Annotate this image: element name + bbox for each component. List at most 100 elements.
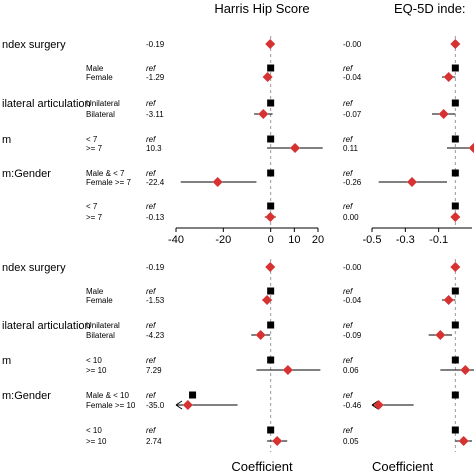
point-diamond-hhs	[272, 436, 283, 446]
x-axis-title-eq5d: Coefficient	[372, 459, 434, 474]
row-value-eq5d: 0.05	[343, 437, 359, 446]
point-square-hhs	[267, 321, 275, 329]
group-label: ilateral articulation	[2, 98, 91, 110]
row-value-eq5d: ref	[343, 99, 353, 108]
x-axis-title-hhs: Coefficient	[231, 459, 293, 474]
row-value-eq5d: -0.00	[343, 263, 362, 272]
row-level-label: Bilateral	[86, 331, 115, 340]
point-square-eq5d	[451, 64, 459, 72]
point-diamond-eq5d	[468, 143, 474, 153]
point-square-eq5d	[451, 99, 459, 107]
point-diamond-eq5d	[458, 436, 469, 446]
row-value-hhs: ref	[146, 391, 156, 400]
row-value-eq5d: -0.46	[343, 401, 362, 410]
row-value-eq5d: -0.07	[343, 110, 362, 119]
row-level-label: < 7	[86, 202, 98, 211]
point-diamond-eq5d	[438, 109, 449, 119]
point-square-eq5d	[451, 321, 459, 329]
point-diamond-eq5d	[373, 400, 384, 410]
point-square-hhs	[267, 169, 275, 177]
row-value-hhs: -0.19	[146, 40, 165, 49]
row-value-eq5d: 0.11	[343, 144, 359, 153]
x-tick-label-hhs: -40	[168, 234, 184, 246]
point-square-hhs	[267, 356, 275, 364]
point-diamond-eq5d	[443, 72, 454, 82]
x-tick-label-hhs: -20	[215, 234, 231, 246]
row-value-eq5d: -0.00	[343, 40, 362, 49]
row-level-label: < 10	[86, 426, 102, 435]
row-value-eq5d: -0.09	[343, 331, 362, 340]
point-square-eq5d	[451, 287, 459, 295]
row-value-eq5d: 0.06	[343, 366, 359, 375]
row-value-hhs: ref	[146, 64, 156, 73]
row-value-hhs: ref	[146, 99, 156, 108]
x-tick-label-hhs: 20	[312, 234, 324, 246]
row-value-hhs: -22.4	[146, 178, 165, 187]
point-square-hhs	[267, 287, 275, 295]
row-value-hhs: ref	[146, 202, 156, 211]
row-level-label: >= 10	[86, 437, 107, 446]
row-value-hhs: ref	[146, 287, 156, 296]
row-value-hhs: ref	[146, 169, 156, 178]
point-diamond-eq5d	[443, 295, 454, 305]
row-level-label: Unilateral	[86, 321, 120, 330]
row-level-label: Female	[86, 73, 113, 82]
row-value-hhs: -0.19	[146, 263, 165, 272]
point-diamond-hhs	[282, 365, 293, 375]
point-square-eq5d	[451, 169, 459, 177]
point-diamond-eq5d	[435, 330, 446, 340]
point-diamond-hhs	[265, 262, 276, 272]
point-diamond-hhs	[262, 72, 273, 82]
x-tick-label-eq5d: -0.1	[429, 234, 448, 246]
row-value-eq5d: -0.04	[343, 73, 362, 82]
point-square-eq5d	[451, 202, 459, 210]
point-diamond-hhs	[212, 177, 223, 187]
row-value-eq5d: ref	[343, 287, 353, 296]
row-level-label: Female >= 7	[86, 178, 131, 187]
group-label: m:Gender	[2, 390, 51, 402]
row-value-eq5d: -0.04	[343, 296, 362, 305]
row-value-hhs: -35.0	[146, 401, 165, 410]
row-value-eq5d: 0.00	[343, 213, 359, 222]
row-value-eq5d: ref	[343, 321, 353, 330]
row-value-hhs: 2.74	[146, 437, 162, 446]
point-diamond-eq5d	[450, 212, 461, 222]
row-level-label: >= 7	[86, 213, 103, 222]
row-value-hhs: ref	[146, 135, 156, 144]
point-diamond-eq5d	[450, 39, 461, 49]
row-value-hhs: ref	[146, 321, 156, 330]
point-square-eq5d	[451, 356, 459, 364]
point-diamond-hhs	[290, 143, 301, 153]
point-diamond-eq5d	[407, 177, 417, 187]
row-level-label: < 7	[86, 135, 98, 144]
point-diamond-hhs	[265, 212, 276, 222]
point-square-hhs	[267, 426, 275, 434]
point-diamond-hhs	[265, 39, 276, 49]
row-level-label: < 10	[86, 356, 102, 365]
row-value-hhs: 10.3	[146, 144, 162, 153]
panel-title-hhs: Harris Hip Score	[214, 1, 309, 16]
row-level-label: >= 7	[86, 144, 103, 153]
row-value-eq5d: ref	[343, 202, 353, 211]
point-diamond-hhs	[258, 109, 269, 119]
group-label: ilateral articulation	[2, 320, 91, 332]
group-label: ndex surgery	[2, 39, 66, 51]
point-square-hhs	[267, 202, 275, 210]
x-tick-label-eq5d: -0.3	[396, 234, 415, 246]
ci-arrow-hhs	[175, 400, 183, 410]
point-square-hhs	[267, 135, 275, 143]
group-label: ndex surgery	[2, 262, 66, 274]
point-square-hhs	[189, 391, 197, 399]
row-level-label: Bilateral	[86, 110, 115, 119]
point-diamond-eq5d	[460, 365, 471, 375]
x-tick-label-hhs: 0	[268, 234, 274, 246]
row-value-eq5d: ref	[343, 356, 353, 365]
point-square-hhs	[267, 99, 275, 107]
panel-title-eq5d: EQ-5D inde:	[394, 1, 466, 16]
row-value-hhs: -0.13	[146, 213, 165, 222]
row-level-label: Unilateral	[86, 99, 120, 108]
row-value-eq5d: ref	[343, 169, 353, 178]
row-level-label: Female	[86, 296, 113, 305]
group-label: m	[2, 355, 11, 367]
